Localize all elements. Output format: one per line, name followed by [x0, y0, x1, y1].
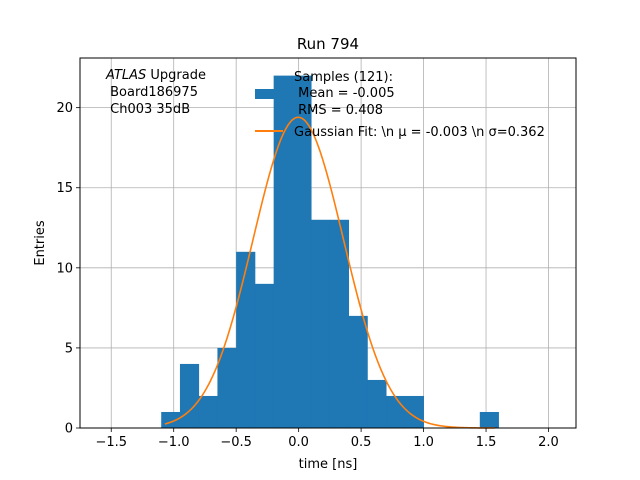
- atlas-label: ATLAS: [105, 68, 146, 83]
- histogram-bar: [254, 283, 275, 428]
- annotation-block: ATLAS Upgrade Board186975 Ch003 35dB: [105, 68, 206, 117]
- legend-histogram-label-2: Mean = -0.005: [294, 86, 395, 101]
- histogram-bar: [479, 411, 499, 428]
- x-axis-ticks: −1.5 −1.0 −0.5 0.0 0.5 1.0 1.5 2.0: [95, 428, 559, 450]
- histogram-bar: [198, 395, 218, 428]
- x-tick-label: −1.0: [158, 435, 190, 450]
- y-tick-label: 10: [56, 261, 73, 276]
- y-tick-label: 15: [56, 181, 73, 196]
- histogram-bar: [311, 219, 331, 428]
- upgrade-label: Upgrade: [146, 68, 206, 83]
- legend: Samples (121): Mean = -0.005 RMS = 0.408…: [255, 70, 545, 140]
- y-tick-label: 20: [56, 101, 73, 116]
- legend-fit-label: Gaussian Fit: \n μ = -0.003 \n σ=0.362: [294, 125, 545, 140]
- plot-area-frame: [79, 57, 577, 429]
- x-tick-label: 0.5: [351, 435, 372, 450]
- y-axis-title: Entries: [33, 220, 48, 266]
- histogram-bar: [273, 75, 293, 428]
- annotation-line-1: ATLAS Upgrade: [105, 68, 206, 83]
- gaussian-fit-curve: [164, 116, 495, 429]
- histogram-bars: [161, 75, 499, 428]
- x-tick-label: 0.0: [288, 435, 309, 450]
- y-tick-label: 0: [65, 422, 73, 437]
- x-tick-label: −1.5: [95, 435, 127, 450]
- legend-histogram-label-1: Samples (121):: [294, 70, 393, 85]
- x-tick-label: −0.5: [220, 435, 252, 450]
- x-tick-label: 1.0: [413, 435, 434, 450]
- histogram-bar: [217, 347, 237, 428]
- histogram-bar: [348, 315, 368, 428]
- histogram-bar: [386, 395, 406, 428]
- chart-title: Run 794: [297, 35, 359, 53]
- y-tick-label: 5: [65, 341, 73, 356]
- annotation-line-3: Ch003 35dB: [106, 102, 190, 117]
- legend-histogram-label-3: RMS = 0.408: [294, 103, 383, 118]
- x-tick-label: 2.0: [538, 435, 559, 450]
- histogram-bar: [236, 251, 256, 428]
- x-tick-label: 1.5: [476, 435, 497, 450]
- annotation-line-2: Board186975: [106, 85, 198, 100]
- histogram-bar: [292, 75, 312, 428]
- gaussian-fit-layer: [164, 116, 495, 429]
- histogram-bar: [329, 219, 350, 428]
- legend-histogram-swatch: [255, 89, 283, 99]
- histogram-bar: [179, 363, 200, 428]
- y-axis-ticks: 0 5 10 15 20: [56, 101, 80, 437]
- histogram-bar: [367, 379, 387, 428]
- x-axis-title: time [ns]: [299, 457, 358, 472]
